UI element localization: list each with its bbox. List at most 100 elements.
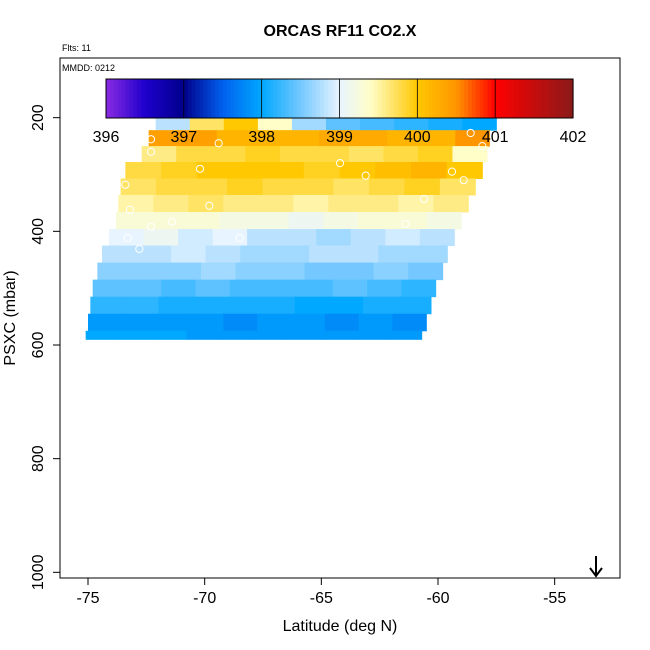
heatmap-cell	[452, 146, 488, 163]
colorbar-swatch	[518, 79, 524, 118]
heatmap-cell	[339, 262, 375, 281]
heatmap-cell	[250, 130, 286, 147]
colorbar-swatch	[557, 79, 562, 118]
heatmap-cell	[85, 330, 120, 340]
heatmap-cell	[262, 178, 299, 196]
heatmap-cell	[191, 178, 228, 196]
heatmap-cell	[195, 279, 231, 298]
colorbar-swatch	[366, 79, 372, 118]
data-point	[205, 201, 214, 210]
colorbar-swatch	[502, 79, 508, 118]
colorbar-swatch	[534, 79, 539, 118]
heatmap-cell	[143, 229, 179, 247]
heatmap-cell	[387, 130, 422, 147]
heatmap-cell	[433, 194, 469, 213]
colorbar-swatch	[464, 79, 469, 118]
y-axis: 200 400 600 800 1000	[30, 104, 61, 590]
heatmap-cell	[212, 229, 248, 247]
heatmap-cell	[152, 330, 187, 340]
heatmap-cell	[419, 229, 455, 247]
heatmap-cell	[166, 262, 202, 281]
heatmap-cell	[439, 178, 476, 196]
heatmap-cell	[126, 279, 162, 298]
down-arrow-icon	[589, 556, 603, 578]
heatmap-cell	[398, 194, 434, 213]
colorbar-swatch	[160, 79, 165, 118]
colorbar-tick-label: 402	[560, 129, 587, 146]
heatmap-cell	[270, 262, 306, 281]
colorbar-swatch	[561, 79, 566, 118]
heatmap-cell	[116, 212, 152, 230]
colorbar-swatch	[144, 79, 150, 118]
heatmap-cell	[189, 115, 225, 131]
colorbar-tick-label: 396	[93, 129, 120, 146]
heatmap-cell	[298, 279, 334, 298]
colorbar-swatch	[499, 79, 504, 118]
heatmap-cell	[227, 178, 264, 196]
colorbar-swatch	[510, 79, 516, 118]
heatmap-cell	[196, 162, 233, 179]
heatmap-cell	[392, 212, 428, 230]
colorbar-swatch	[362, 79, 368, 118]
heatmap-cell	[332, 279, 368, 298]
colorbar-swatch	[522, 79, 527, 118]
heatmap-cell	[291, 115, 327, 131]
colorbar-swatch	[242, 79, 247, 118]
colorbar-swatch	[172, 79, 177, 118]
colorbar-swatch	[214, 79, 220, 118]
heatmap-cell	[281, 229, 317, 247]
heatmap-cell	[274, 245, 310, 264]
colorbar-swatch	[277, 79, 282, 118]
colorbar-swatch	[545, 79, 551, 118]
heatmap-cell	[178, 229, 214, 247]
heatmap-cell	[247, 229, 283, 247]
colorbar-swatch	[141, 79, 146, 118]
colorbar-swatch	[320, 79, 325, 118]
heatmap-cell	[92, 279, 128, 298]
colorbar-swatch	[125, 79, 130, 118]
colorbar-swatch	[300, 79, 306, 118]
heatmap-cell	[353, 130, 388, 147]
colorbar-swatch	[514, 79, 520, 118]
data-point	[125, 205, 135, 214]
heatmap-cell	[176, 146, 212, 163]
heatmap-cell	[462, 115, 497, 131]
colorbar-swatch	[249, 79, 255, 118]
colorbar-swatch	[281, 79, 286, 118]
heatmap-cell	[257, 313, 292, 332]
colorbar-swatch	[456, 79, 461, 118]
colorbar-swatch	[211, 79, 216, 118]
heatmap-cell	[357, 212, 393, 230]
y-axis-label: PSXC (mbar)	[2, 270, 19, 365]
colorbar-swatch	[448, 79, 453, 118]
heatmap-cell	[192, 296, 228, 315]
colorbar-swatch	[436, 79, 442, 118]
colorbar-swatch	[343, 79, 348, 118]
heatmap-cell	[383, 146, 419, 163]
flights-label: Flts: 11	[62, 43, 91, 53]
colorbar-tick-label: 399	[326, 129, 353, 146]
colorbar-swatch	[195, 79, 200, 118]
heatmap-cell	[373, 262, 409, 281]
colorbar-swatch	[156, 79, 162, 118]
colorbar-swatch	[323, 79, 329, 118]
colorbar-swatch	[471, 79, 477, 118]
heatmap-cell	[136, 245, 172, 264]
data-point	[401, 219, 410, 229]
data-point	[135, 244, 144, 254]
colorbar-swatch	[257, 79, 263, 118]
heatmap-cell	[363, 194, 399, 213]
colorbar-swatch	[296, 79, 302, 118]
heatmap-cell	[333, 178, 370, 196]
colorbar-swatch	[553, 79, 559, 118]
heatmap-cell	[394, 115, 429, 131]
date-label: MMDD: 0212	[62, 63, 115, 73]
heatmap-cell	[426, 212, 462, 230]
heatmap-cell	[401, 279, 437, 298]
heatmap-cell	[200, 262, 236, 281]
data-point	[235, 234, 244, 243]
heatmap-cell	[156, 178, 193, 196]
heatmap-cell	[279, 146, 315, 163]
colorbar-swatch	[117, 79, 123, 118]
